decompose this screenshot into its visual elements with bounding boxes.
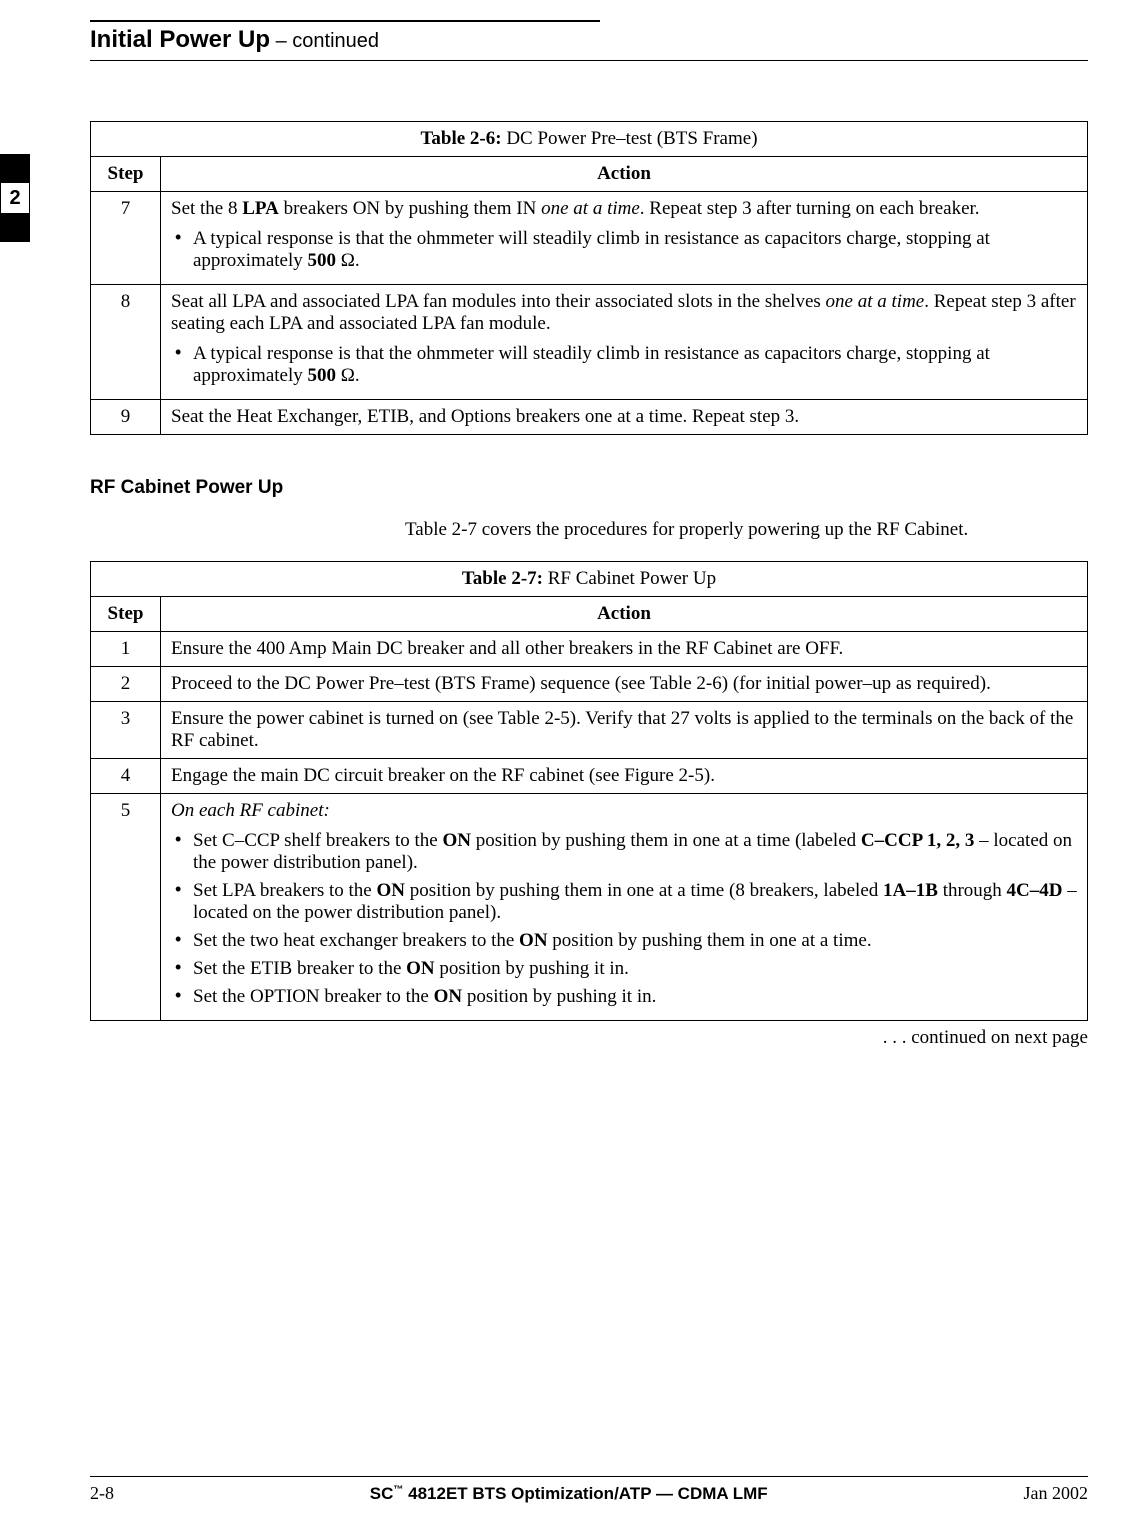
continued-note: . . . continued on next page [90,1027,1088,1049]
step-number: 8 [91,285,161,400]
text: Set the two heat exchanger breakers to t… [193,930,519,951]
step-action: Set the 8 LPA breakers ON by pushing the… [161,192,1088,285]
text-bold: ON [519,930,548,951]
section-tab-marker: 2 [0,154,30,242]
title-main: Initial Power Up [90,26,270,53]
table-2-6: Table 2-6: DC Power Pre–test (BTS Frame)… [90,121,1088,435]
table-2-7-caption: Table 2-7: RF Cabinet Power Up [91,561,1088,596]
text-bold: 1A–1B [883,880,938,901]
list-item: Set C–CCP shelf breakers to the ON posit… [171,830,1077,874]
list-item: Set LPA breakers to the ON position by p… [171,880,1077,924]
text: Seat all LPA and associated LPA fan modu… [171,291,826,312]
table-row: 4 Engage the main DC circuit breaker on … [91,758,1088,793]
text: Ω. [341,365,360,386]
table-2-6-col-step: Step [91,157,161,192]
step-number: 9 [91,400,161,435]
section-intro: Table 2-7 covers the procedures for prop… [405,517,1088,543]
step-action: Ensure the 400 Amp Main DC breaker and a… [161,631,1088,666]
text: position by pushing them in one at a tim… [405,880,883,901]
list-item: A typical response is that the ohmmeter … [171,343,1077,387]
text: . Repeat step 3 after turning on each br… [640,198,980,219]
text: position by pushing them in one at a tim… [548,930,872,951]
footer-date: Jan 2002 [1023,1483,1088,1504]
title-continued: – continued [270,30,379,52]
page-title: Initial Power Up – continued [90,26,1088,60]
top-rule [90,20,600,22]
text: Set the OPTION breaker to the [193,986,434,1007]
table-2-7-caption-text: RF Cabinet Power Up [543,568,716,589]
text: through [938,880,1007,901]
list-item: Set the ETIB breaker to the ON position … [171,958,1077,980]
step-number: 1 [91,631,161,666]
table-2-6-caption: Table 2-6: DC Power Pre–test (BTS Frame) [91,122,1088,157]
table-2-6-caption-text: DC Power Pre–test (BTS Frame) [502,128,758,149]
tab-marker-black-top [0,154,30,182]
footer-tm: ™ [393,1484,403,1495]
step-lead-italic: On each RF cabinet: [171,800,330,821]
table-row: 2 Proceed to the DC Power Pre–test (BTS … [91,666,1088,701]
text-bold: ON [434,986,463,1007]
text-bold: LPA [242,198,279,219]
table-row: 1 Ensure the 400 Amp Main DC breaker and… [91,631,1088,666]
section-heading-rf-cabinet: RF Cabinet Power Up [90,477,1088,499]
text-bold: ON [406,958,435,979]
step-number: 5 [91,793,161,1020]
text: Set the ETIB breaker to the [193,958,406,979]
step-action: Seat all LPA and associated LPA fan modu… [161,285,1088,400]
list-item: Set the OPTION breaker to the ON positio… [171,986,1077,1008]
tab-marker-number: 2 [0,182,30,214]
step-number: 7 [91,192,161,285]
text-bold: 500 [308,250,341,271]
text: breakers ON by pushing them IN [279,198,541,219]
step-action: On each RF cabinet: Set C–CCP shelf brea… [161,793,1088,1020]
table-row: 9 Seat the Heat Exchanger, ETIB, and Opt… [91,400,1088,435]
text: Set C–CCP shelf breakers to the [193,830,442,851]
text: Set LPA breakers to the [193,880,376,901]
text-italic: one at a time [541,198,640,219]
step-number: 3 [91,701,161,758]
step-action: Seat the Heat Exchanger, ETIB, and Optio… [161,400,1088,435]
text-bold: ON [442,830,471,851]
table-2-7: Table 2-7: RF Cabinet Power Up Step Acti… [90,561,1088,1021]
step-action: Engage the main DC circuit breaker on th… [161,758,1088,793]
table-row: 7 Set the 8 LPA breakers ON by pushing t… [91,192,1088,285]
tab-marker-black-bottom [0,214,30,242]
footer-center: SC™ 4812ET BTS Optimization/ATP — CDMA L… [370,1484,768,1504]
table-2-6-caption-label: Table 2-6: [420,128,501,149]
text-bold: 500 [308,365,341,386]
step-action: Ensure the power cabinet is turned on (s… [161,701,1088,758]
footer-page-number: 2-8 [90,1483,114,1504]
step-number: 4 [91,758,161,793]
list-item: A typical response is that the ohmmeter … [171,228,1077,272]
footer-center-a: SC [370,1484,394,1503]
text: position by pushing them in one at a tim… [471,830,861,851]
text: position by pushing it in. [462,986,656,1007]
table-2-6-col-action: Action [161,157,1088,192]
table-row: 8 Seat all LPA and associated LPA fan mo… [91,285,1088,400]
text-italic: one at a time [826,291,925,312]
step-number: 2 [91,666,161,701]
table-2-7-col-step: Step [91,596,161,631]
text-bold: C–CCP 1, 2, 3 [861,830,974,851]
title-rule [90,60,1088,61]
page-footer: 2-8 SC™ 4812ET BTS Optimization/ATP — CD… [90,1476,1088,1504]
text: Ω. [341,250,360,271]
list-item: Set the two heat exchanger breakers to t… [171,930,1077,952]
footer-center-b: 4812ET BTS Optimization/ATP — CDMA LMF [403,1484,767,1503]
text-bold: 4C–4D [1007,880,1063,901]
table-2-7-col-action: Action [161,596,1088,631]
step-action: Proceed to the DC Power Pre–test (BTS Fr… [161,666,1088,701]
table-row: 5 On each RF cabinet: Set C–CCP shelf br… [91,793,1088,1020]
text: position by pushing it in. [435,958,629,979]
text-bold: ON [376,880,405,901]
table-row: 3 Ensure the power cabinet is turned on … [91,701,1088,758]
text: Set the 8 [171,198,242,219]
table-2-7-caption-label: Table 2-7: [462,568,543,589]
content: Table 2-6: DC Power Pre–test (BTS Frame)… [90,121,1088,1049]
